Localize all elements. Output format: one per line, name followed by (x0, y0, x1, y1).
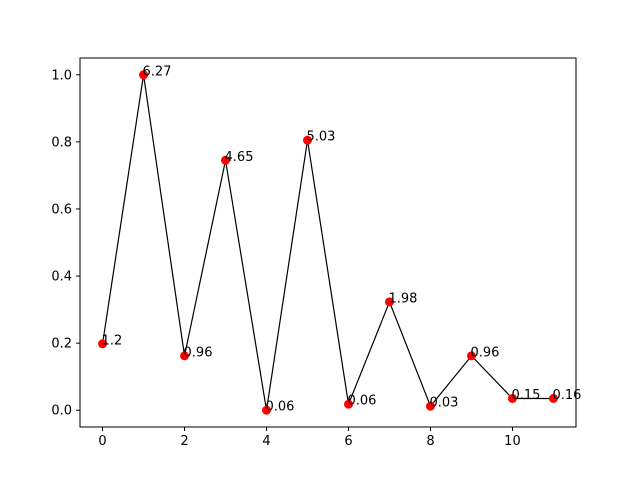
data-point (507, 393, 517, 403)
series-line-layer (101, 74, 554, 411)
y-tick-label: 0.4 (51, 270, 72, 285)
series-line (101, 74, 554, 411)
data-point (344, 399, 353, 409)
data-point (425, 401, 435, 411)
data-point (384, 297, 394, 307)
x-tick-label: 0 (98, 434, 106, 449)
data-point (221, 155, 231, 165)
plot-frame (79, 57, 577, 428)
data-label: 0.16 (552, 388, 581, 403)
data-label: 0.96 (470, 345, 499, 360)
y-tick-label: 1.0 (51, 68, 72, 83)
data-point (466, 351, 476, 361)
data-point (303, 135, 312, 145)
data-point (139, 70, 149, 80)
data-label: 6.27 (143, 64, 172, 79)
x-tick-label: 8 (426, 434, 434, 449)
data-point (548, 393, 558, 403)
y-tick-label: 0.2 (51, 337, 72, 352)
data-label: 0.03 (429, 396, 458, 411)
y-axis: 0.0 0.2 0.4 0.6 0.8 1.0 (51, 68, 80, 419)
data-point (98, 339, 108, 349)
data-label: 0.15 (511, 388, 540, 403)
data-label: 1.98 (388, 291, 417, 306)
data-label-layer: 1.2 6.27 0.96 4.65 0.06 5.03 0.06 1.98 0.03 0.96 0… (102, 64, 582, 414)
y-tick-label: 0.8 (51, 135, 72, 150)
y-tick-label: 0.6 (51, 202, 72, 217)
marker-layer (98, 70, 558, 415)
data-label: 4.65 (225, 150, 254, 165)
y-tick-label: 0.0 (51, 404, 72, 419)
data-label: 5.03 (307, 130, 336, 145)
data-label: 0.06 (348, 394, 377, 409)
data-label: 1.2 (102, 333, 123, 348)
plot-area (80, 58, 576, 427)
data-point (262, 405, 272, 415)
data-label: 0.96 (184, 345, 213, 360)
data-point (180, 351, 190, 361)
x-axis: 0 2 4 6 8 10 (98, 427, 521, 449)
x-tick-label: 6 (344, 434, 352, 449)
x-tick-label: 10 (504, 434, 521, 449)
x-tick-label: 2 (180, 434, 188, 449)
data-label: 0.06 (266, 400, 295, 415)
x-tick-label: 4 (262, 434, 270, 449)
